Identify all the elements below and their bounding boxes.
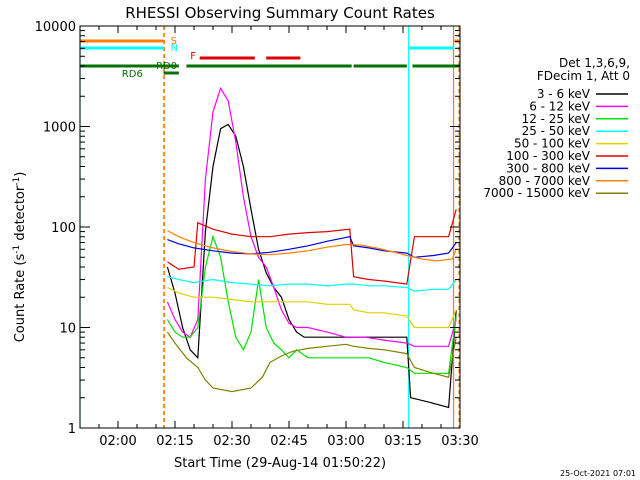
legend-label: 300 - 800 keV: [506, 161, 590, 175]
y-tick-label: 1: [68, 422, 76, 437]
y-tick-label: 100: [51, 221, 76, 236]
series-lines: [166, 86, 457, 409]
x-tick-label: 02:30: [213, 434, 250, 449]
y-axis-label-sup: -1: [12, 245, 22, 254]
legend-label: 6 - 12 keV: [529, 99, 591, 113]
flag-label-night: N: [171, 43, 178, 54]
x-tick-label: 02:00: [99, 434, 136, 449]
x-tick-label: 03:00: [327, 434, 364, 449]
x-axis-label: Start Time (29-Aug-14 01:50:22): [174, 456, 386, 471]
series-line-7000-15000-kev: [166, 331, 457, 393]
legend-label: 3 - 6 keV: [537, 87, 591, 101]
flag-bars: SN F RD0 RD6: [80, 36, 460, 80]
flag-label-saa: S: [171, 36, 177, 47]
legend-label: 100 - 300 keV: [506, 149, 590, 163]
flag-label-rd6: RD6: [122, 69, 143, 80]
series-line-6-12-kev: [166, 86, 457, 347]
y-tick-label: 10: [59, 322, 76, 337]
plot-frame: [79, 25, 461, 429]
series-line-100-300-kev: [167, 209, 457, 285]
flag-label-rd0: RD0: [156, 61, 177, 72]
x-tick-label: 03:30: [441, 434, 478, 449]
legend-label: 800 - 7000 keV: [499, 174, 591, 188]
x-tick-label: 02:15: [156, 434, 193, 449]
y-axis-label-sup2: -1: [12, 177, 22, 186]
series-line-12-25-kev: [166, 234, 457, 374]
axes: [79, 25, 461, 429]
legend: Det 1,3,6,9, FDecim 1, Att 0 3 - 6 keV6 …: [483, 56, 630, 200]
y-axis-label: Count Rate (s-1 detector-1): [12, 172, 28, 343]
legend-header-1: Det 1,3,6,9,: [559, 56, 630, 70]
legend-label: 12 - 25 keV: [522, 112, 591, 126]
legend-label: 25 - 50 keV: [522, 124, 591, 138]
y-tick-label: 10000: [35, 20, 76, 35]
series-line-25-50-kev: [167, 276, 457, 292]
series-line-800-7000-kev: [167, 230, 457, 262]
series-line-50-100-kev: [167, 286, 457, 329]
legend-header-2: FDecim 1, Att 0: [537, 69, 630, 83]
series-line-3-6-kev: [166, 123, 457, 409]
plot-area: [79, 26, 460, 428]
y-axis-label-rest: detector: [13, 185, 28, 245]
x-tick-label: 02:45: [270, 434, 307, 449]
footer-date: 25-Oct-2021 07:01: [560, 469, 636, 478]
y-axis-label-end: ): [13, 172, 28, 177]
legend-label: 7000 - 15000 keV: [483, 186, 590, 200]
flag-label-flare: F: [190, 51, 196, 62]
axis-ticks: 02:00 02:15 02:30 02:45 03:00 03:15 03:30 1 10 10…: [35, 20, 479, 449]
y-tick-label: 1000: [43, 121, 76, 136]
legend-label: 50 - 100 keV: [514, 137, 591, 151]
chart-title: RHESSI Observing Summary Count Rates: [125, 4, 435, 22]
y-axis-label-main: Count Rate (s: [13, 254, 28, 343]
x-tick-label: 03:15: [384, 434, 421, 449]
